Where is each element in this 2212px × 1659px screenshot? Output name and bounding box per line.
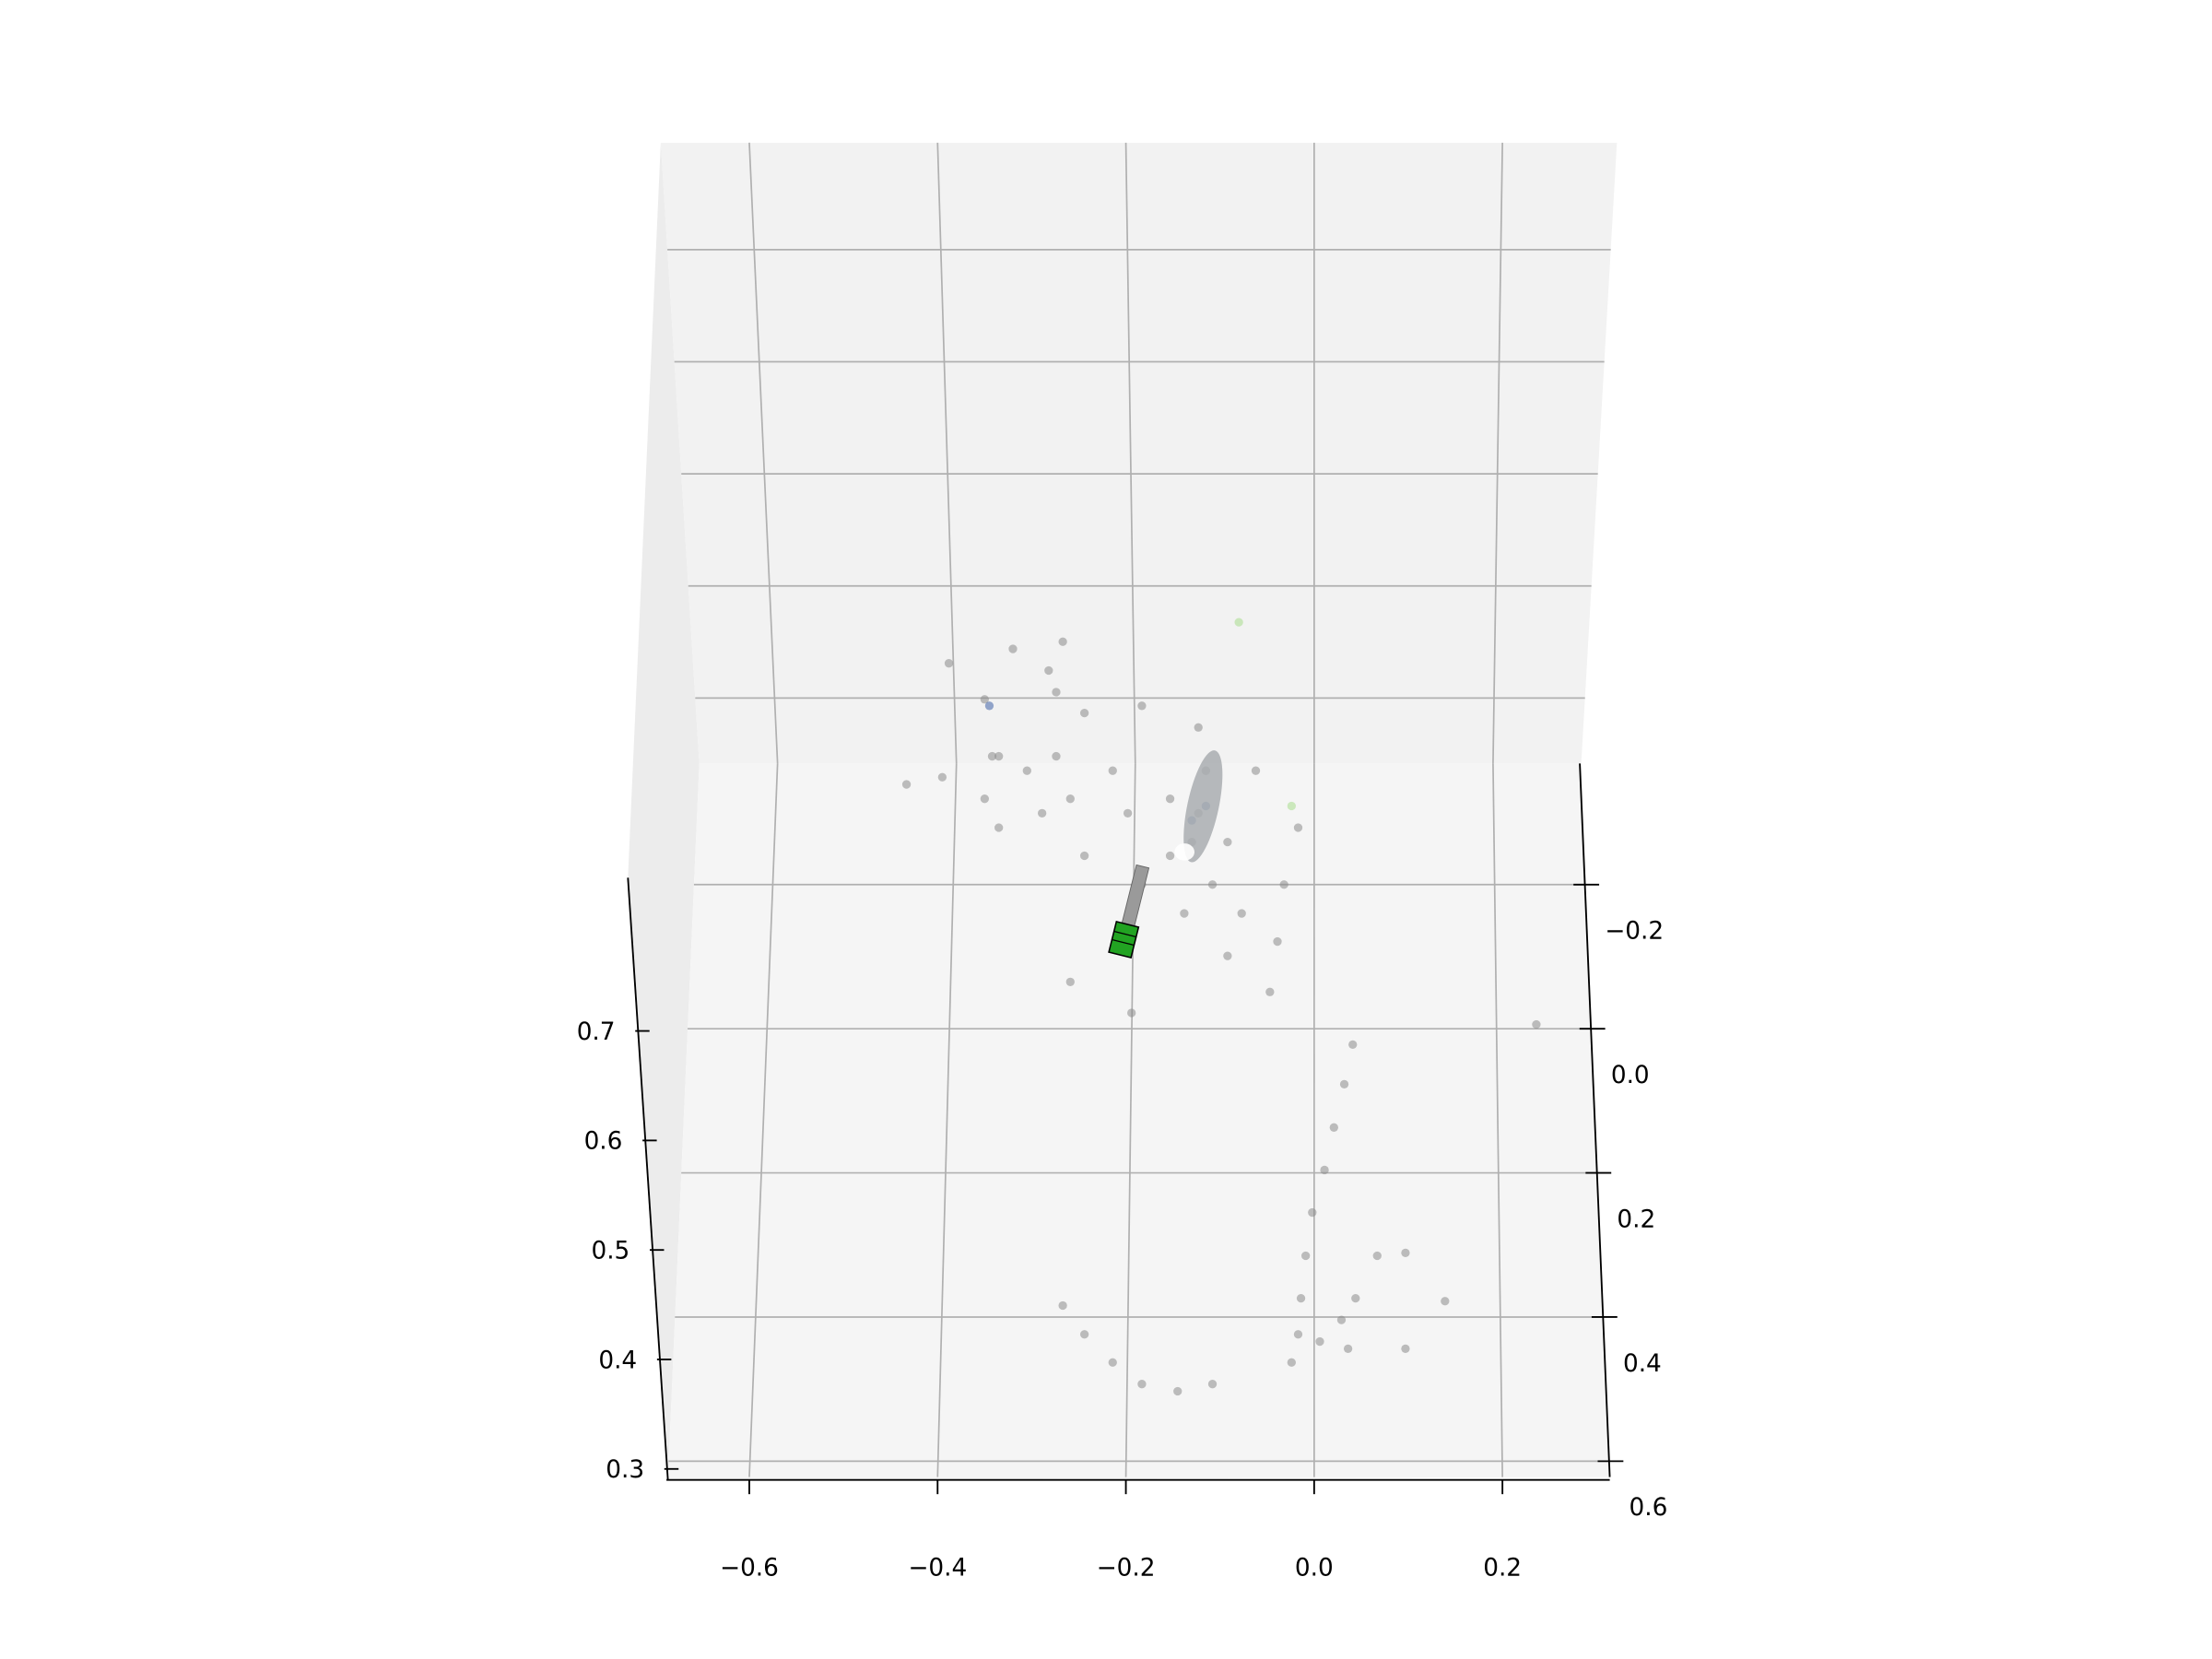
point (1308, 1207, 1317, 1218)
x-tick-label: −0.4 (908, 1554, 967, 1582)
point (1137, 701, 1147, 711)
y-tick-label: 0.6 (1630, 1494, 1668, 1522)
point (1315, 1336, 1324, 1347)
point (1441, 1297, 1450, 1306)
grid-line (1124, 142, 1136, 764)
x-tick-label: 0.2 (1483, 1554, 1522, 1582)
point (1022, 766, 1031, 775)
y-tick-label: −0.2 (1605, 918, 1664, 946)
gripper-line (1112, 938, 1135, 947)
z-tick-label: 0.4 (598, 1347, 637, 1374)
point (1351, 1293, 1360, 1303)
point (1108, 1358, 1117, 1367)
point (901, 780, 912, 789)
gripper-body (1108, 921, 1140, 959)
grid-line (936, 142, 958, 764)
point (994, 823, 1004, 832)
x-tick-label: −0.6 (720, 1554, 779, 1582)
point (1079, 1330, 1089, 1339)
point (1343, 1344, 1353, 1354)
point (944, 659, 954, 668)
z-tick-label: 0.7 (577, 1018, 616, 1046)
point (1127, 1008, 1136, 1018)
z-tick-label: 0.3 (606, 1456, 644, 1484)
point (1207, 1380, 1218, 1389)
point (1044, 665, 1053, 676)
point (1038, 808, 1047, 818)
point (1079, 851, 1089, 861)
point (1058, 1300, 1067, 1311)
point (994, 751, 1004, 761)
point (1401, 1248, 1410, 1258)
point (984, 701, 994, 711)
point (1251, 766, 1261, 775)
point (1336, 1315, 1347, 1324)
back-pane (660, 142, 1618, 764)
point (1165, 851, 1175, 861)
grid-line (1492, 763, 1503, 1477)
point (1293, 1330, 1303, 1339)
point (1234, 618, 1243, 627)
grid-line (748, 763, 779, 1477)
point (1165, 794, 1175, 804)
point (1293, 823, 1303, 832)
point (1137, 1380, 1147, 1389)
point (1108, 766, 1117, 775)
point (1052, 751, 1061, 761)
point (1320, 1165, 1329, 1175)
point (1287, 1358, 1296, 1367)
point (1296, 1293, 1306, 1303)
point (1123, 808, 1133, 818)
grid-line (1492, 142, 1503, 764)
point (1065, 977, 1075, 986)
object-hole (1174, 843, 1194, 861)
z-tick-label: 0.6 (584, 1128, 623, 1156)
y-tick-label: 0.0 (1611, 1062, 1650, 1089)
point (1058, 637, 1067, 646)
point (1348, 1040, 1358, 1050)
y-tick-label: 0.2 (1617, 1206, 1655, 1233)
grid-line (936, 763, 958, 1477)
point (1372, 1251, 1382, 1261)
floor-pane (667, 763, 1610, 1480)
y-axis (1579, 763, 1611, 1477)
point (1329, 1123, 1338, 1132)
point (1008, 644, 1018, 653)
y-tick-label: 0.4 (1623, 1350, 1662, 1378)
point (1273, 936, 1282, 947)
point (1207, 880, 1218, 889)
point (1173, 1386, 1182, 1396)
point (980, 794, 989, 804)
point (1339, 1079, 1349, 1089)
point (987, 751, 997, 761)
point (1223, 951, 1232, 960)
point (1401, 1344, 1410, 1354)
point (1532, 1019, 1541, 1030)
z-tick-label: 0.5 (591, 1237, 629, 1265)
point (1301, 1251, 1311, 1261)
point (1237, 909, 1246, 918)
point (1265, 987, 1275, 996)
point (980, 695, 989, 704)
grid-line (748, 142, 779, 764)
gripper (1108, 864, 1150, 959)
point (937, 772, 947, 782)
point (1079, 709, 1089, 718)
point (1287, 801, 1296, 811)
point (1279, 880, 1288, 889)
x-tick-label: 0.0 (1295, 1554, 1334, 1582)
x-tick-label: −0.2 (1097, 1554, 1156, 1582)
point (1065, 794, 1075, 804)
z-axis (627, 877, 669, 1480)
point (1052, 688, 1061, 697)
point (1194, 723, 1203, 732)
point (1223, 837, 1232, 847)
gripper-line (1113, 930, 1136, 938)
point (1180, 909, 1189, 918)
axes: −0.6 −0.4 −0.2 0.0 0.2 −0.2 0.0 0.2 0.4 0.6 0.3 0.4… (577, 763, 1668, 1582)
object (1183, 750, 1223, 863)
